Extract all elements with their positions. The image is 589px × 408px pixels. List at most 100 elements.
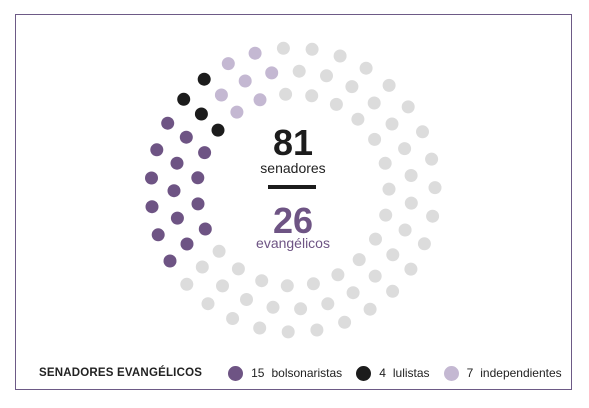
senator-dot-other xyxy=(294,302,308,316)
senator-dot-other xyxy=(346,286,360,300)
senator-dot-other xyxy=(386,248,400,262)
legend-dot-independientes xyxy=(443,365,459,381)
chart-frame xyxy=(15,14,572,390)
legend-label: independientes xyxy=(480,366,562,380)
senator-dot-other xyxy=(331,268,345,282)
legend-item-bolsonaristas: 15 bolsonaristas xyxy=(228,365,343,381)
senator-dot-other xyxy=(345,80,359,94)
senator-dot-other xyxy=(359,61,373,75)
senator-dot-other xyxy=(369,232,382,246)
senator-dot-other xyxy=(398,223,412,237)
senator-dot-bolsonaristas xyxy=(145,200,159,214)
legend-label: lulistas xyxy=(392,366,430,380)
senator-dot-bolsonaristas xyxy=(145,171,158,185)
senator-dot-independientes xyxy=(248,46,262,60)
senator-dot-other xyxy=(404,262,418,276)
senator-dot-bolsonaristas xyxy=(167,184,181,198)
legend-item-independientes: 7 independientes xyxy=(443,365,562,381)
senator-dot-other xyxy=(416,125,429,139)
senator-dot-bolsonaristas xyxy=(180,237,194,251)
senator-dot-other xyxy=(363,302,377,316)
senator-dot-other xyxy=(382,78,396,92)
senator-dot-other xyxy=(216,279,229,293)
senator-dot-other xyxy=(231,262,245,276)
legend-dot-lulistas xyxy=(356,365,372,381)
senator-dot-other xyxy=(305,89,319,103)
senator-dot-other xyxy=(329,97,343,111)
senator-dot-other xyxy=(401,100,415,114)
legend-dot-bolsonaristas xyxy=(228,365,244,381)
senator-dot-lulistas xyxy=(194,107,208,121)
senator-dot-other xyxy=(368,132,382,146)
senator-dot-other xyxy=(253,321,267,335)
senator-dot-other xyxy=(338,315,352,329)
senator-dot-lulistas xyxy=(197,72,211,86)
senator-dot-other xyxy=(310,323,324,337)
center-divider xyxy=(268,185,316,189)
senator-dot-other xyxy=(195,260,209,274)
senator-dot-other xyxy=(226,312,240,325)
legend-title: SENADORES EVANGÉLICOS xyxy=(39,367,203,379)
senator-dot-other xyxy=(351,112,365,126)
senator-dot-other xyxy=(386,284,400,298)
senator-dot-lulistas xyxy=(177,92,191,106)
senator-dot-other xyxy=(292,64,306,78)
senator-dot-independientes xyxy=(221,57,235,71)
senator-dot-bolsonaristas xyxy=(179,130,193,144)
senator-dot-bolsonaristas xyxy=(191,197,205,211)
senator-dot-bolsonaristas xyxy=(161,116,175,130)
senator-dot-other xyxy=(426,209,440,223)
senator-dot-other xyxy=(385,117,399,131)
senator-dot-bolsonaristas xyxy=(170,156,184,170)
legend-item-lulistas: 4 lulistas xyxy=(356,365,430,381)
senator-dot-other xyxy=(367,96,381,110)
senator-dot-other xyxy=(352,253,366,267)
senator-dot-other xyxy=(425,152,439,166)
senator-dot-other xyxy=(404,169,418,182)
senator-dot-independientes xyxy=(238,74,252,88)
senator-dot-bolsonaristas xyxy=(163,254,177,268)
senator-dot-independientes xyxy=(253,93,267,107)
legend-count: 4 xyxy=(379,366,386,380)
highlight-value: 26 xyxy=(273,200,313,241)
senator-dot-bolsonaristas xyxy=(151,228,165,242)
senator-dot-other xyxy=(333,49,347,63)
senator-dot-bolsonaristas xyxy=(198,222,212,236)
senator-dot-other xyxy=(201,297,215,311)
senator-dot-other xyxy=(266,300,280,314)
senator-dot-bolsonaristas xyxy=(198,146,212,160)
senator-dot-other xyxy=(321,297,335,311)
senator-dot-independientes xyxy=(230,105,244,119)
senator-dot-other xyxy=(276,41,290,55)
senator-dot-independientes xyxy=(214,88,228,102)
senator-dot-bolsonaristas xyxy=(170,211,184,225)
legend: SENADORES EVANGÉLICOS 15 bolsonaristas 4… xyxy=(39,362,576,384)
senator-dot-other xyxy=(212,244,226,258)
senator-dot-other xyxy=(305,42,319,56)
senator-dot-bolsonaristas xyxy=(191,171,205,185)
senator-dot-other xyxy=(255,274,269,288)
legend-label: bolsonaristas xyxy=(271,366,343,380)
senator-dot-other xyxy=(428,181,442,195)
senator-dot-other xyxy=(280,279,294,293)
senator-dot-independientes xyxy=(265,66,279,80)
total-label: senadores xyxy=(260,160,325,176)
senator-dot-other xyxy=(398,142,412,156)
legend-count: 7 xyxy=(466,366,474,380)
senator-dot-other xyxy=(382,182,396,196)
senator-dot-lulistas xyxy=(211,123,225,137)
senator-dot-other xyxy=(281,325,295,339)
senator-dot-other xyxy=(417,237,431,251)
senator-dot-other xyxy=(368,269,382,283)
senator-dot-other xyxy=(378,156,392,170)
senator-dot-other xyxy=(320,69,333,83)
senator-dot-other xyxy=(404,196,418,210)
senator-dot-other xyxy=(379,208,393,222)
senator-dot-other xyxy=(279,87,293,101)
total-value: 81 xyxy=(273,122,313,163)
senator-dot-bolsonaristas xyxy=(150,143,164,157)
highlight-label: evangélicos xyxy=(256,235,330,251)
senator-dot-other xyxy=(306,277,320,291)
senator-dot-other xyxy=(180,277,194,291)
